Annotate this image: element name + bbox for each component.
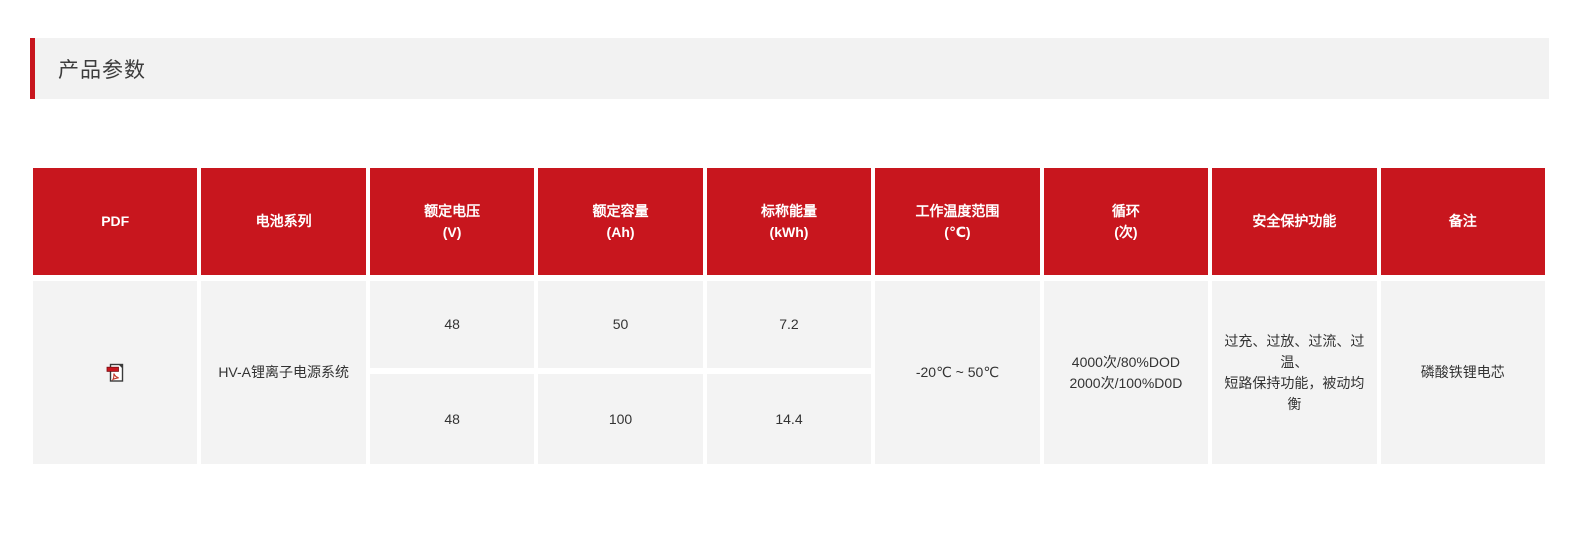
cell-operating-temp-range: -20℃ ~ 50℃ bbox=[875, 281, 1040, 464]
header-cell-nominal-energy: 标称能量 (kWh) bbox=[706, 168, 872, 275]
header-cell-battery-series: 电池系列 bbox=[201, 168, 366, 275]
section-title-band: 产品参数 bbox=[30, 38, 1549, 99]
cell-rated-voltage-2: 48 bbox=[369, 374, 535, 464]
header-cell-temp-range: 工作温度范围 (℃) bbox=[875, 168, 1040, 275]
cell-pdf-download bbox=[33, 281, 198, 464]
cell-cycles: 4000次/80%DOD 2000次/100%D0D bbox=[1043, 281, 1209, 464]
header-cell-remark: 备注 bbox=[1380, 168, 1545, 275]
cell-nominal-energy-2: 14.4 bbox=[706, 374, 872, 464]
cell-battery-series: HV-A锂离子电源系统 bbox=[201, 281, 366, 464]
cell-safety-functions: 过充、过放、过流、过温、 短路保持功能，被动均衡 bbox=[1212, 281, 1377, 464]
product-parameters-table: PDF 电池系列 额定电压 (V) 额定容量 (Ah) 标称能量 (kWh) 工… bbox=[33, 168, 1545, 464]
header-cell-rated-voltage: 额定电压 (V) bbox=[369, 168, 535, 275]
cell-remark: 磷酸铁锂电芯 bbox=[1380, 281, 1545, 464]
cell-rated-capacity-1: 50 bbox=[538, 281, 703, 368]
page-title: 产品参数 bbox=[58, 58, 146, 82]
cell-rated-capacity-2: 100 bbox=[538, 374, 703, 464]
pdf-file-icon bbox=[106, 363, 123, 382]
cell-nominal-energy-1: 7.2 bbox=[706, 281, 872, 368]
header-cell-pdf: PDF bbox=[33, 168, 198, 275]
header-cell-rated-capacity: 额定容量 (Ah) bbox=[538, 168, 703, 275]
header-cell-safety-functions: 安全保护功能 bbox=[1212, 168, 1377, 275]
header-cell-cycles: 循环 (次) bbox=[1043, 168, 1209, 275]
pdf-download-link[interactable] bbox=[106, 363, 125, 383]
cell-rated-voltage-1: 48 bbox=[369, 281, 535, 368]
